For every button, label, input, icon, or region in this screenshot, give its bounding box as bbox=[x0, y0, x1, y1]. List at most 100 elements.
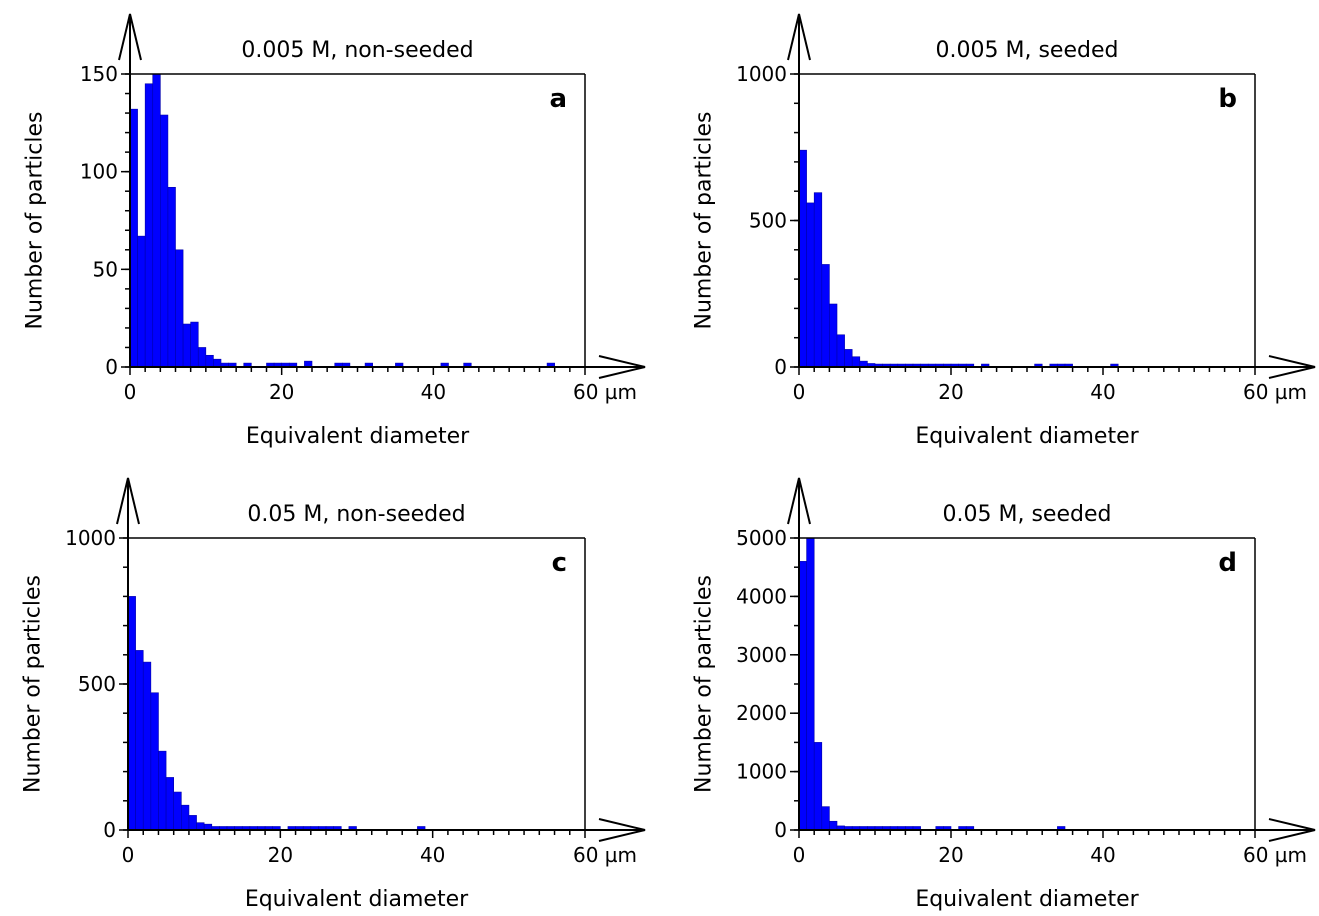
x-axis-arrow bbox=[1268, 818, 1316, 842]
histogram-bar bbox=[798, 149, 807, 368]
y-tick-label: 4000 bbox=[736, 584, 787, 608]
panel-letter: a bbox=[549, 84, 567, 114]
y-tick-label: 0 bbox=[105, 355, 118, 379]
bars bbox=[127, 596, 426, 831]
histogram-bar bbox=[205, 354, 214, 368]
x-axis-label: Equivalent diameter bbox=[245, 887, 469, 912]
histogram-bar bbox=[851, 356, 861, 368]
panel-b: 0 20 40 60 µm 0 500 1000 0.005 M, seeded b Equiva… bbox=[692, 13, 1316, 449]
panel-letter: c bbox=[552, 548, 567, 578]
x-tick-label: 40 bbox=[420, 843, 445, 867]
panel-c: 0 20 40 60 µm 0 500 1000 0.05 M, non-seeded c Equ… bbox=[21, 477, 646, 912]
histogram-bar bbox=[137, 235, 146, 368]
histogram-bar bbox=[158, 750, 167, 831]
y-axis-arrow bbox=[787, 477, 811, 525]
x-axis-label: Equivalent diameter bbox=[915, 887, 1139, 912]
histogram-bar bbox=[160, 114, 169, 368]
x-tick-label: 60 µm bbox=[1243, 843, 1307, 867]
histogram-bar bbox=[836, 334, 845, 368]
y-tick-label: 0 bbox=[774, 818, 787, 842]
y-tick-label: 100 bbox=[80, 160, 118, 184]
y-axis-label: Number of particles bbox=[21, 575, 46, 793]
histogram-bar bbox=[829, 303, 838, 368]
histogram-bar bbox=[829, 820, 838, 831]
y-axis-label: Number of particles bbox=[692, 111, 717, 329]
x-tick-label: 0 bbox=[124, 380, 137, 404]
histogram-bar bbox=[135, 650, 144, 831]
x-axis-arrow bbox=[1268, 355, 1316, 379]
histogram-bar bbox=[844, 349, 853, 368]
y-tick-label: 500 bbox=[78, 672, 116, 696]
histogram-bar bbox=[152, 73, 161, 368]
x-tick-label: 60 µm bbox=[573, 380, 637, 404]
histogram-bar bbox=[806, 537, 815, 831]
histogram-bar bbox=[188, 815, 197, 831]
histogram-bar bbox=[197, 347, 207, 368]
x-tick-label: 60 µm bbox=[1243, 380, 1307, 404]
histogram-bar bbox=[806, 202, 815, 368]
histogram-bar bbox=[175, 249, 184, 368]
y-tick-label: 0 bbox=[774, 355, 787, 379]
panel-letter: d bbox=[1218, 548, 1237, 578]
panel-a: 0 20 40 60 µm 0 50 100 150 0.005 M, non-seeded a E… bbox=[23, 13, 646, 449]
panel-title: 0.005 M, non-seeded bbox=[241, 38, 473, 63]
x-tick-label: 40 bbox=[1090, 380, 1115, 404]
y-tick-label: 500 bbox=[749, 209, 787, 233]
histogram-bar bbox=[813, 742, 823, 831]
x-axis-label: Equivalent diameter bbox=[246, 424, 470, 449]
x-tick-label: 40 bbox=[1090, 843, 1115, 867]
panel-letter: b bbox=[1218, 84, 1237, 114]
histogram-bar bbox=[144, 83, 154, 368]
y-tick-label: 1000 bbox=[736, 62, 787, 86]
y-tick-label: 0 bbox=[103, 818, 116, 842]
histogram-bar bbox=[150, 692, 159, 831]
histogram-bar bbox=[190, 321, 199, 368]
x-tick-label: 0 bbox=[122, 843, 135, 867]
x-tick-label: 20 bbox=[938, 843, 963, 867]
histogram-bar bbox=[142, 661, 152, 831]
x-axis-arrow bbox=[598, 818, 646, 842]
y-tick-label: 150 bbox=[80, 62, 118, 86]
x-tick-label: 0 bbox=[793, 380, 806, 404]
y-tick-label: 50 bbox=[93, 257, 118, 281]
histogram-bar bbox=[821, 806, 830, 831]
y-axis-label: Number of particles bbox=[23, 111, 48, 329]
bars bbox=[798, 537, 1066, 831]
histogram-bar bbox=[213, 358, 222, 368]
x-tick-label: 60 µm bbox=[573, 843, 637, 867]
histogram-bar bbox=[182, 323, 191, 368]
bars bbox=[798, 149, 1119, 368]
y-axis-arrow bbox=[118, 13, 142, 61]
y-axis-label: Number of particles bbox=[692, 575, 717, 793]
y-tick-label: 5000 bbox=[736, 526, 787, 550]
histogram-bar bbox=[798, 561, 807, 831]
y-tick-label: 3000 bbox=[736, 643, 787, 667]
histogram-bar bbox=[165, 777, 174, 831]
y-tick-label: 1000 bbox=[65, 526, 116, 550]
x-tick-label: 40 bbox=[421, 380, 446, 404]
x-tick-label: 20 bbox=[268, 843, 293, 867]
y-tick-label: 1000 bbox=[736, 760, 787, 784]
histogram-bar bbox=[181, 804, 190, 831]
y-axis-arrow bbox=[787, 13, 811, 61]
x-axis-arrow bbox=[598, 355, 646, 379]
histogram-bar bbox=[813, 192, 823, 368]
histogram-bar bbox=[173, 791, 182, 831]
histogram-bar bbox=[127, 596, 136, 831]
histogram-bar bbox=[167, 186, 176, 368]
histogram-bar bbox=[196, 822, 205, 831]
y-tick-label: 2000 bbox=[736, 701, 787, 725]
panel-title: 0.05 M, non-seeded bbox=[247, 502, 465, 527]
panel-title: 0.005 M, seeded bbox=[936, 38, 1119, 63]
histogram-bar bbox=[129, 108, 138, 368]
histogram-bar bbox=[821, 264, 830, 368]
bars bbox=[129, 73, 555, 368]
x-tick-label: 0 bbox=[793, 843, 806, 867]
panel-d: 0 20 40 60 µm 0 1000 2000 3000 4000 5000 0.05 M, s… bbox=[692, 477, 1316, 912]
x-tick-label: 20 bbox=[269, 380, 294, 404]
x-axis-label: Equivalent diameter bbox=[915, 424, 1139, 449]
panel-title: 0.05 M, seeded bbox=[943, 502, 1112, 527]
x-tick-label: 20 bbox=[938, 380, 963, 404]
y-axis-arrow bbox=[116, 477, 140, 525]
